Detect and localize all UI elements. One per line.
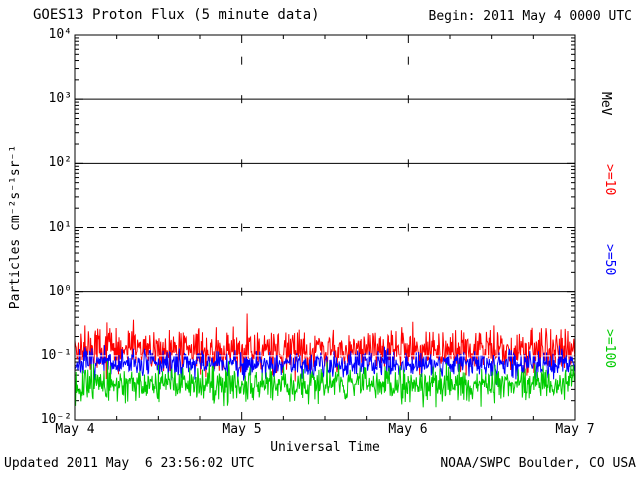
x-axis-label: Universal Time [270, 440, 380, 455]
source-credit: NOAA/SWPC Boulder, CO USA [440, 456, 636, 471]
updated-timestamp: Updated 2011 May 6 23:56:02 UTC [4, 456, 255, 471]
x-tick-may5: May 5 [222, 422, 262, 437]
right-axis-label-ge50: >=50 [602, 244, 617, 276]
y-tick-1e0: 10⁰ [48, 284, 72, 299]
y-tick-1e-1: 10⁻¹ [40, 348, 72, 363]
y-tick-1e4: 10⁴ [48, 27, 72, 42]
y-tick-1e1: 10¹ [48, 220, 72, 235]
x-tick-may6: May 6 [388, 422, 428, 437]
x-tick-may7: May 7 [555, 422, 595, 437]
x-tick-may4: May 4 [55, 422, 95, 437]
begin-timestamp: Begin: 2011 May 4 0000 UTC [428, 9, 633, 24]
right-axis-label-ge10: >=10 [602, 164, 617, 196]
right-axis-label-ge100: >=100 [602, 329, 617, 369]
chart-title: GOES13 Proton Flux (5 minute data) [33, 7, 320, 23]
y-tick-1e-2: 10⁻² [40, 412, 72, 427]
y-tick-1e3: 10³ [48, 91, 72, 106]
y-tick-1e2: 10² [48, 155, 72, 170]
right-axis-unit-mev: MeV [598, 92, 613, 116]
y-axis-label: Particles cm⁻²s⁻¹sr⁻¹ [8, 144, 23, 310]
